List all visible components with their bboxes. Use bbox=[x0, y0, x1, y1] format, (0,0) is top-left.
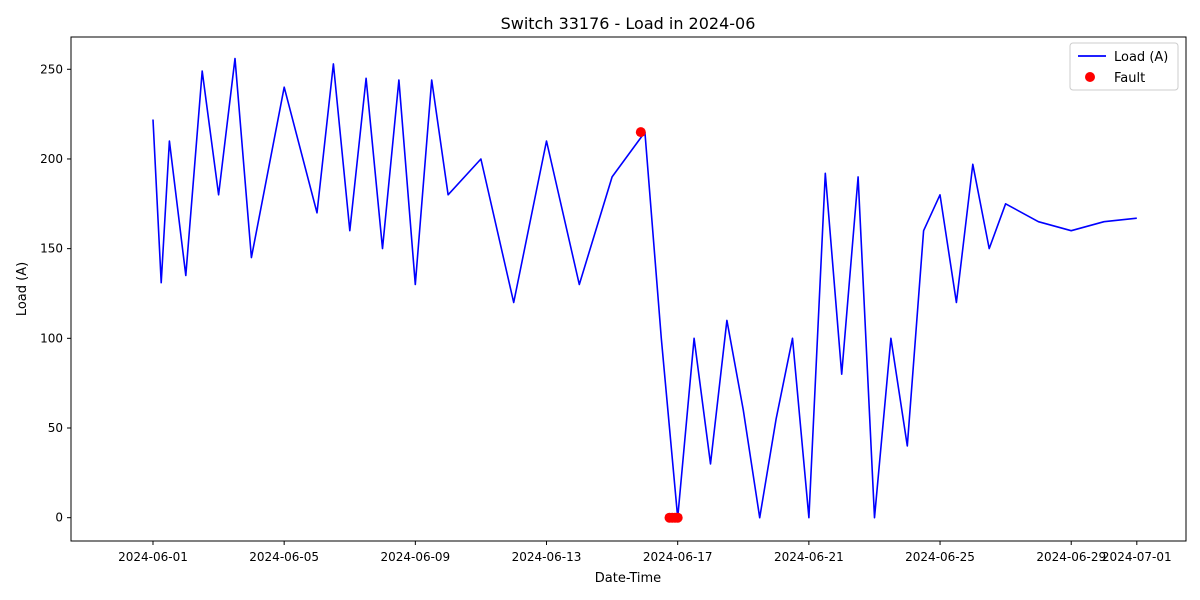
fault-point bbox=[635, 127, 646, 138]
y-axis-title: Load (A) bbox=[15, 262, 30, 316]
y-tick-label: 100 bbox=[40, 331, 63, 345]
x-tick-label: 2024-06-05 bbox=[249, 550, 319, 564]
x-tick-label: 2024-06-29 bbox=[1036, 550, 1106, 564]
load-series-line bbox=[152, 57, 1137, 519]
y-tick-label: 0 bbox=[55, 511, 63, 525]
legend: Load (A) Fault bbox=[1069, 42, 1179, 91]
y-tick-label: 250 bbox=[40, 62, 63, 76]
x-tick-label: 2024-06-13 bbox=[512, 550, 582, 564]
legend-fault-marker bbox=[1085, 72, 1095, 82]
y-tick-label: 150 bbox=[40, 242, 63, 256]
x-tick-label: 2024-06-21 bbox=[774, 550, 844, 564]
legend-label-fault: Fault bbox=[1114, 71, 1145, 86]
y-axis: 0 50 100 150 200 250 bbox=[40, 62, 71, 525]
legend-label-load: Load (A) bbox=[1114, 50, 1168, 65]
legend-box bbox=[1069, 42, 1179, 91]
x-tick-label: 2024-07-01 bbox=[1102, 550, 1172, 564]
plot-frame bbox=[70, 36, 1187, 542]
x-tick-label: 2024-06-01 bbox=[118, 550, 188, 564]
x-axis: 2024-06-01 2024-06-05 2024-06-09 2024-06-13… bbox=[118, 541, 1172, 564]
x-tick-label: 2024-06-17 bbox=[643, 550, 713, 564]
y-tick-label: 200 bbox=[40, 152, 63, 166]
x-tick-label: 2024-06-09 bbox=[380, 550, 450, 564]
plot-marks bbox=[152, 57, 1137, 523]
chart-title: Switch 33176 - Load in 2024-06 bbox=[501, 14, 756, 33]
x-tick-label: 2024-06-25 bbox=[905, 550, 975, 564]
y-tick-label: 50 bbox=[48, 421, 63, 435]
fault-point bbox=[672, 512, 683, 523]
x-axis-title: Date-Time bbox=[595, 571, 661, 586]
